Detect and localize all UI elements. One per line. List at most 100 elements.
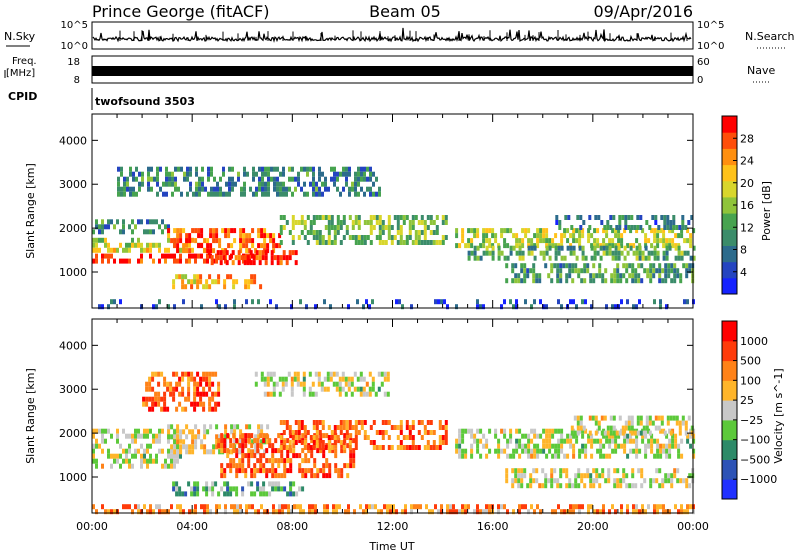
velocity-echo-cell [647,438,651,444]
power-echo-cell [689,255,693,261]
power-echo-cell [464,243,468,249]
power-echo-cell [619,278,623,284]
velocity-echo-cell [166,386,170,392]
velocity-echo-cell [550,468,554,474]
velocity-echo-cell [182,429,186,435]
velocity-echo-cell [224,504,227,510]
power-echo-cell [110,299,113,305]
velocity-echo-cell [353,371,357,377]
velocity-echo-cell [140,443,143,449]
velocity-echo-cell [521,504,524,510]
velocity-echo-cell [301,448,305,454]
velocity-echo-cell [630,420,634,426]
power-echo-cell [182,243,186,249]
power-echo-cell [167,237,170,243]
velocity-echo-cell [639,415,643,421]
velocity-echo-cell [476,448,480,454]
power-echo-cell [152,219,155,225]
velocity-echo-cell [612,415,616,421]
velocity-echo-cell [167,429,171,435]
power-echo-cell [285,186,288,192]
power-echo-cell [618,225,622,230]
velocity-echo-cell [343,448,347,454]
velocity-echo-cell [652,478,656,484]
power-echo-cell [272,238,276,244]
velocity-echo-cell [515,438,519,444]
velocity-echo-cell [337,468,341,474]
power-echo-cell [601,278,605,284]
power-echo-cell [255,250,259,256]
power-echo-cell [246,171,249,177]
power-echo-cell [608,250,612,256]
power-echo-cell [117,191,120,197]
power-echo-cell [282,186,285,192]
velocity-echo-cell [622,468,626,474]
velocity-echo-cell [181,371,185,377]
power-echo-cell [140,247,143,253]
velocity-echo-cell [229,491,233,497]
velocity-echo-cell [566,453,570,459]
velocity-echo-cell [173,449,177,455]
velocity-echo-cell [665,433,669,439]
power-echo-cell [206,258,209,264]
power-echo-cell [132,191,135,197]
power-echo-cell [192,191,195,197]
velocity-echo-cell [128,458,131,464]
power-echo-cell [252,255,256,261]
velocity-echo-cell [199,376,203,382]
velocity-echo-cell [281,381,285,387]
power-echo-cell [210,186,213,192]
power-echo-cell [375,176,378,182]
velocity-echo-cell [649,483,653,489]
velocity-echo-cell [316,468,320,474]
power-echo-cell [638,250,642,256]
power-echo-cell [665,250,669,256]
velocity-echo-cell [217,386,221,392]
velocity-echo-cell [196,386,200,392]
velocity-echo-cell [306,445,310,450]
power-echo-cell [611,228,615,234]
power-echo-cell [518,255,522,261]
power-echo-cell [95,253,98,259]
power-colorbar-segment [722,229,737,246]
velocity-echo-cell [326,504,329,510]
power-echo-cell [336,186,339,192]
velocity-echo-cell [689,443,693,449]
power-echo-cell [592,278,596,284]
power-echo-cell [631,273,635,279]
power-echo-cell [228,191,231,197]
power-echo-cell [575,304,578,310]
velocity-echo-cell [344,376,348,382]
velocity-echo-cell [339,425,343,430]
velocity-echo-cell [272,386,276,392]
velocity-echo-cell [371,381,375,387]
velocity-echo-cell [226,463,230,469]
power-echo-cell [219,250,223,256]
power-echo-cell [215,238,219,244]
velocity-echo-cell [188,444,192,450]
velocity-echo-cell [134,428,137,434]
power-echo-cell [306,215,310,220]
velocity-echo-cell [268,491,272,497]
velocity-echo-cell [596,438,600,444]
power-echo-cell [171,176,174,182]
velocity-echo-cell [287,509,290,515]
velocity-echo-cell [581,428,585,434]
power-echo-cell [117,186,120,192]
power-colorbar-tick-label: 24 [740,155,754,168]
velocity-echo-cell [92,458,95,464]
velocity-echo-cell [616,483,620,489]
velocity-echo-cell [482,509,485,515]
velocity-echo-cell [211,491,215,497]
power-echo-cell [138,171,141,177]
velocity-echo-cell [101,438,104,444]
velocity-echo-cell [612,430,616,436]
velocity-echo-cell [620,509,623,515]
power-echo-cell [218,243,222,249]
power-echo-cell [556,268,560,274]
velocity-echo-cell [674,438,678,444]
velocity-echo-cell [512,448,516,454]
velocity-echo-cell [631,483,635,489]
velocity-echo-cell [380,509,383,515]
velocity-echo-cell [506,453,510,459]
